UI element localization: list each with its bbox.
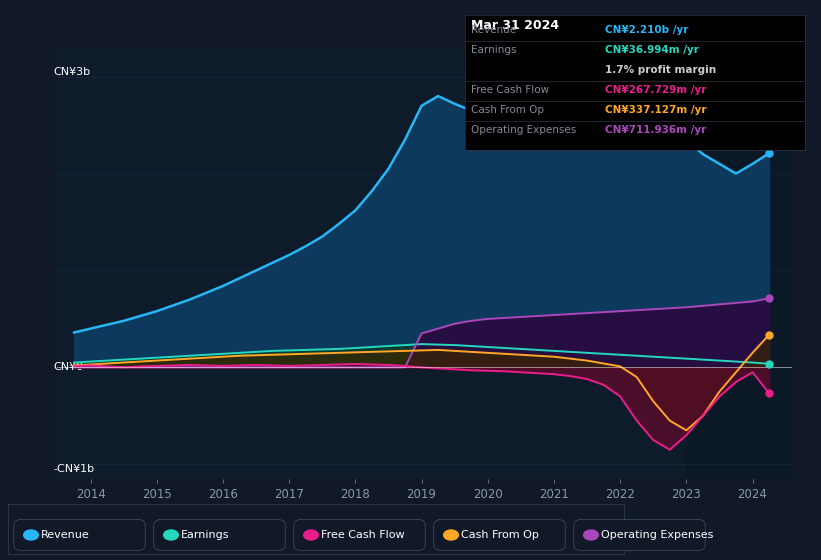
Text: Mar 31 2024: Mar 31 2024	[471, 19, 559, 32]
Text: 1.7% profit margin: 1.7% profit margin	[605, 65, 716, 75]
Text: Revenue: Revenue	[471, 25, 516, 35]
Text: Revenue: Revenue	[41, 530, 89, 540]
Text: Free Cash Flow: Free Cash Flow	[321, 530, 405, 540]
Text: Operating Expenses: Operating Expenses	[471, 125, 576, 135]
Text: CN¥2.210b /yr: CN¥2.210b /yr	[605, 25, 688, 35]
Bar	[686, 48, 792, 479]
Text: -CN¥1b: -CN¥1b	[54, 464, 95, 474]
Text: CN¥267.729m /yr: CN¥267.729m /yr	[605, 85, 706, 95]
Text: CN¥0: CN¥0	[54, 362, 84, 372]
Text: Cash From Op: Cash From Op	[471, 105, 544, 115]
Text: CN¥3b: CN¥3b	[54, 67, 91, 77]
Text: Free Cash Flow: Free Cash Flow	[471, 85, 549, 95]
Text: Operating Expenses: Operating Expenses	[601, 530, 713, 540]
Text: CN¥711.936m /yr: CN¥711.936m /yr	[605, 125, 706, 135]
Text: Cash From Op: Cash From Op	[461, 530, 539, 540]
Text: CN¥337.127m /yr: CN¥337.127m /yr	[605, 105, 707, 115]
Text: CN¥36.994m /yr: CN¥36.994m /yr	[605, 45, 699, 55]
Text: Earnings: Earnings	[471, 45, 516, 55]
Text: Earnings: Earnings	[181, 530, 230, 540]
